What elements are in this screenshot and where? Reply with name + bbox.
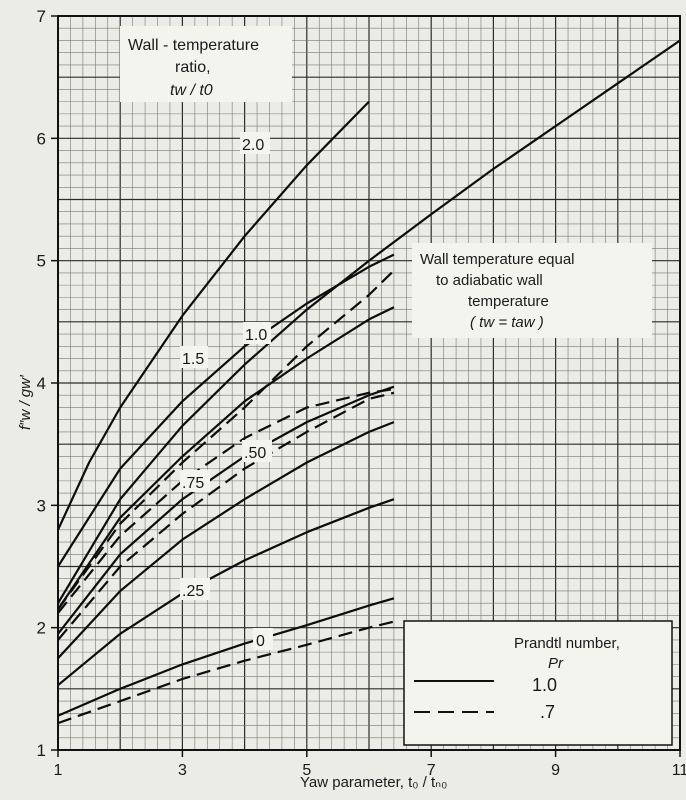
curve-label-1-5: 1.5	[182, 351, 204, 368]
y-tick-label: 4	[37, 374, 46, 393]
series-line-11	[57, 269, 395, 610]
curve-label-bg	[240, 132, 270, 154]
adiabatic-line1: Wall temperature equal	[420, 251, 575, 268]
curve-label-1-0: 1.0	[245, 327, 267, 344]
curve-labels: 2.0 1.5 1.0 .75 .50 .25 0	[180, 132, 273, 650]
curve-label-bg	[180, 346, 208, 368]
y-axis-label: f″w / gw′	[17, 374, 34, 430]
legend-entry-pr-0-7: .7	[540, 702, 555, 722]
legend: Prandtl number, Pr 1.0 .7	[403, 620, 673, 746]
adiabatic-box-background	[412, 243, 652, 338]
curve-label-bg	[180, 470, 210, 492]
curve-label-0-50: .50	[244, 445, 266, 462]
series-line-5	[57, 498, 395, 687]
curve-label-bg	[242, 440, 272, 462]
adiabatic-line2: to adiabatic wall	[436, 272, 543, 289]
x-tick-label: 5	[302, 762, 311, 779]
curve-label-2-0: 2.0	[242, 137, 264, 154]
series-line-2	[57, 306, 395, 610]
y-tick-label: 5	[37, 252, 46, 271]
series-line-7	[57, 620, 395, 725]
legend-entry-pr-1-0: 1.0	[532, 675, 557, 695]
adiabatic-line4: ( tw = taw )	[470, 314, 544, 331]
adiabatic-line3: temperature	[468, 293, 549, 310]
x-tick-label: 9	[551, 762, 560, 779]
series-line-6	[57, 597, 395, 717]
y-tick-label: 1	[37, 741, 46, 760]
y-tick-label: 6	[37, 129, 46, 148]
ratio-box-line2: ratio,	[175, 59, 211, 76]
y-tick-label: 2	[37, 619, 46, 638]
adiabatic-annotation-box: Wall temperature equal to adiabatic wall…	[412, 243, 652, 338]
series-line-0	[57, 100, 370, 531]
y-tick-label: 7	[37, 7, 46, 26]
ratio-box-background	[120, 26, 292, 102]
x-tick-label: 3	[178, 762, 187, 779]
ratio-annotation-box: Wall - temperature ratio, tw / t0	[120, 26, 292, 102]
legend-subtitle: Pr	[548, 655, 564, 672]
curve-label-0: 0	[256, 633, 265, 650]
curve-label-bg	[243, 322, 271, 344]
x-tick-label: 11	[672, 762, 686, 779]
curve-label-0-75: .75	[182, 475, 204, 492]
series-line-4	[57, 421, 395, 660]
series-line-9	[57, 391, 395, 641]
curve-label-bg	[180, 578, 210, 600]
x-tick-label: 1	[54, 762, 63, 779]
series-line-8	[57, 388, 395, 614]
curve-label-0-25: .25	[182, 583, 204, 600]
legend-title: Prandtl number,	[514, 635, 620, 652]
curve-label-bg	[253, 628, 273, 650]
legend-box	[403, 620, 673, 746]
series-line-1	[57, 253, 395, 568]
x-axis-label: Yaw parameter, t₀ / tₙ₀	[300, 774, 447, 791]
series-line-10	[57, 39, 681, 604]
series-layer	[57, 39, 681, 725]
ratio-box-line1: Wall - temperature	[128, 37, 259, 54]
ratio-box-line3: tw / t0	[170, 82, 213, 99]
y-tick-label: 3	[37, 496, 46, 515]
x-tick-label: 7	[427, 762, 436, 779]
